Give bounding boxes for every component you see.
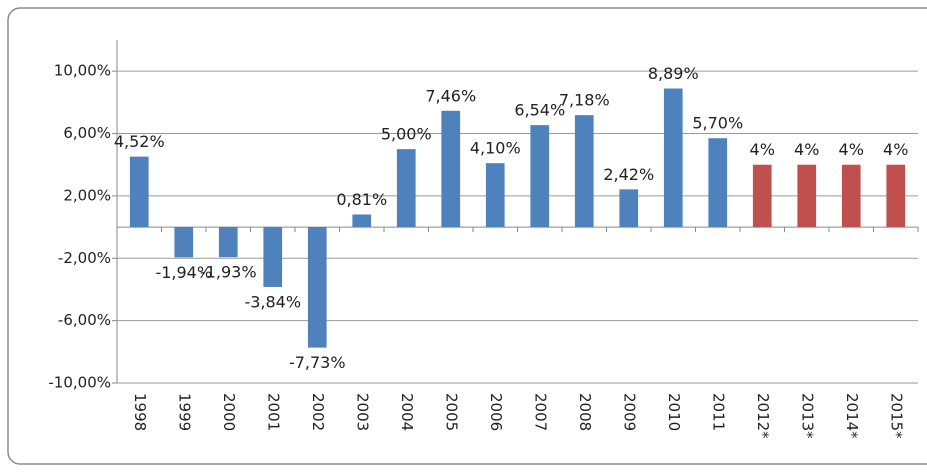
x-tick-label: 2002 <box>309 393 327 431</box>
bar <box>174 227 194 258</box>
bar <box>841 164 861 228</box>
value-label: 8,89% <box>648 64 699 83</box>
chart-border <box>7 7 927 465</box>
value-label: 4% <box>794 140 819 159</box>
x-tick-label: 2000 <box>220 393 238 431</box>
bar <box>708 138 728 228</box>
x-tick-label: 2009 <box>620 393 638 431</box>
y-tick-label: 10,00% <box>54 62 111 80</box>
x-tick-label: 2012* <box>754 393 772 439</box>
value-label: 5,00% <box>381 125 432 144</box>
bar <box>307 227 327 348</box>
x-tick-label: 2014* <box>843 393 861 439</box>
bar <box>218 227 238 258</box>
bar <box>441 110 461 228</box>
bar <box>129 156 149 228</box>
x-tick-label: 2005 <box>442 393 460 431</box>
x-tick-label: 2006 <box>487 393 505 431</box>
y-tick-label: -6,00% <box>58 311 111 329</box>
x-tick-label: 2015* <box>887 393 905 439</box>
value-label: 4,52% <box>114 132 165 151</box>
y-tick-label: 2,00% <box>63 186 111 204</box>
x-tick-label: 2013* <box>798 393 816 439</box>
value-label: 6,54% <box>514 101 565 120</box>
y-tick-label: -2,00% <box>58 249 111 267</box>
value-label: -1,93% <box>200 263 257 282</box>
bar <box>619 189 639 228</box>
bar <box>352 214 372 228</box>
y-tick-label: -10,00% <box>48 374 111 392</box>
value-label: -3,84% <box>244 292 301 311</box>
bar <box>263 227 283 287</box>
bar <box>485 163 505 228</box>
value-label: 4,10% <box>470 139 521 158</box>
x-tick-label: 2008 <box>576 393 594 431</box>
y-tick-label: 6,00% <box>63 124 111 142</box>
bar <box>396 149 416 228</box>
value-label: -7,73% <box>289 353 346 372</box>
bar <box>663 88 683 228</box>
value-label: 0,81% <box>336 190 387 209</box>
x-tick-label: 1998 <box>131 393 149 431</box>
x-tick-label: 2007 <box>531 393 549 431</box>
x-tick-label: 2010 <box>665 393 683 431</box>
value-label: 7,18% <box>559 91 610 110</box>
value-label: 2,42% <box>603 165 654 184</box>
value-label: 7,46% <box>425 86 476 105</box>
value-label: 4% <box>883 140 908 159</box>
value-label: 4% <box>839 140 864 159</box>
value-label: -1,94% <box>155 263 212 282</box>
x-tick-label: 2011 <box>709 393 727 431</box>
x-tick-label: 1999 <box>175 393 193 431</box>
bar <box>797 164 817 228</box>
bar <box>574 115 594 228</box>
x-tick-label: 2003 <box>353 393 371 431</box>
bar <box>752 164 772 228</box>
bar <box>530 125 550 228</box>
x-tick-label: 2001 <box>264 393 282 431</box>
bar <box>886 164 906 228</box>
x-tick-label: 2004 <box>398 393 416 431</box>
value-label: 4% <box>750 140 775 159</box>
value-label: 5,70% <box>692 114 743 133</box>
